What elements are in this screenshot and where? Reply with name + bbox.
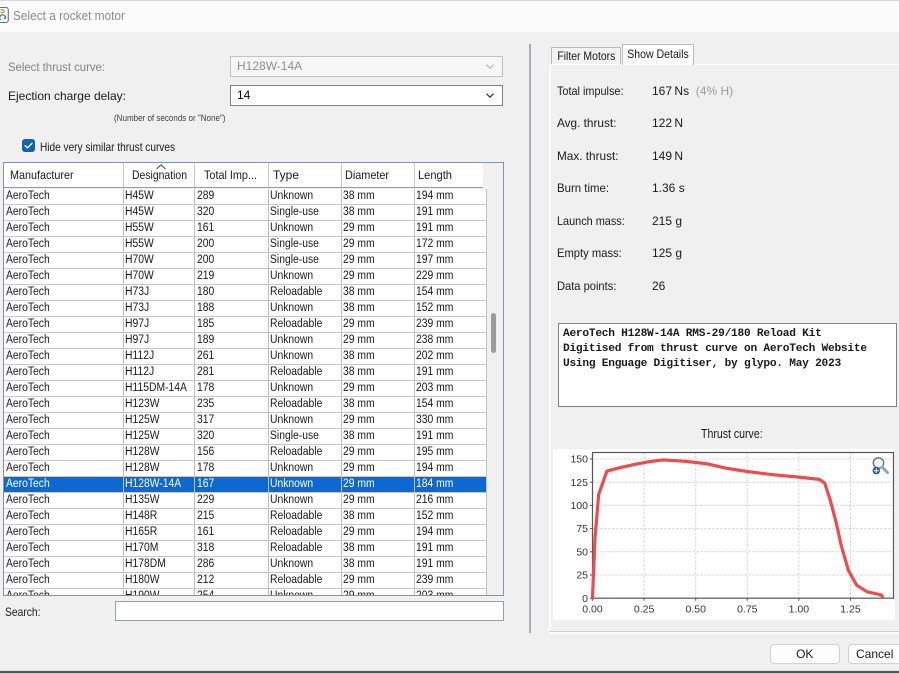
- svg-text:0.50: 0.50: [685, 604, 706, 616]
- svg-text:1.25: 1.25: [840, 604, 861, 616]
- svg-text:0.75: 0.75: [737, 604, 758, 616]
- svg-text:75: 75: [576, 523, 588, 535]
- svg-text:1.00: 1.00: [789, 604, 810, 616]
- svg-text:0.25: 0.25: [634, 604, 655, 616]
- svg-text:0.00: 0.00: [582, 604, 603, 616]
- svg-text:25: 25: [576, 570, 588, 582]
- svg-text:150: 150: [570, 454, 588, 466]
- svg-text:125: 125: [570, 477, 588, 489]
- svg-text:50: 50: [576, 546, 588, 558]
- svg-text:100: 100: [570, 500, 588, 512]
- svg-text:0: 0: [582, 593, 588, 605]
